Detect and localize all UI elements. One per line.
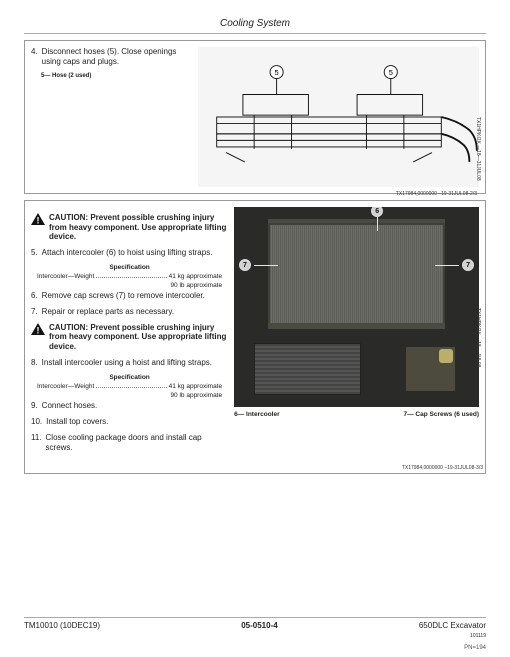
spec-line-1a: Intercooler—Weight41 kg approximate <box>37 273 222 280</box>
step-9: 9. Connect hoses. <box>31 401 228 411</box>
section-1-text: 4. Disconnect hoses (5). Close openings … <box>31 47 192 187</box>
footer-pn: PN=194 <box>464 645 486 651</box>
svg-text:!: ! <box>37 325 40 335</box>
callout-5b: 5 <box>389 68 393 77</box>
figure-2-caption: 6— Intercooler 7— Cap Screws (6 used) <box>234 411 479 418</box>
intercooler-graphic <box>268 223 444 327</box>
caution-icon: ! <box>31 323 45 335</box>
page-header: Cooling System <box>24 18 486 34</box>
figure-1-drawing: 5 5 TX1HPKOX —18—31JUL08 <box>198 47 479 187</box>
legend-5: 5— Hose (2 used) <box>41 73 192 79</box>
step-8: 8. Install intercooler using a hoist and… <box>31 358 228 368</box>
spec-line-2b: 90 lb approximate <box>37 392 222 399</box>
spec-line-1b: 90 lb approximate <box>37 282 222 289</box>
figure-1: 5 5 TX1HPKOX —18—31JUL08 TX17984,0000000… <box>198 47 479 187</box>
step-11: 11. Close cooling package doors and inst… <box>31 433 228 453</box>
callout-7a: 7 <box>239 259 251 271</box>
step-7: 7. Repair or replace parts as necessary. <box>31 307 228 317</box>
caution-2: ! CAUTION: Prevent possible crushing inj… <box>31 323 228 352</box>
figure-2-sidecode: TX1HPKOX —18— JUL08 <box>475 308 481 367</box>
caution-1: ! CAUTION: Prevent possible crushing inj… <box>31 213 228 242</box>
callout-5a: 5 <box>275 68 279 77</box>
section-1: 4. Disconnect hoses (5). Close openings … <box>24 40 486 194</box>
caution-icon: ! <box>31 213 45 225</box>
caution-1-text: CAUTION: Prevent possible crushing injur… <box>49 213 228 242</box>
footer-page-number: 05-0510-4 <box>241 621 277 639</box>
figure-2-code: TX17984,0000000 –19-31JUL08-3/3 <box>402 465 483 471</box>
section-2-text: ! CAUTION: Prevent possible crushing inj… <box>31 207 228 459</box>
svg-text:!: ! <box>37 216 40 226</box>
step-4: 4. Disconnect hoses (5). Close openings … <box>31 47 192 67</box>
fig-caption-7: 7— Cap Screws (6 used) <box>404 411 480 418</box>
figure-1-svg: 5 5 <box>198 47 479 187</box>
caution-2-text: CAUTION: Prevent possible crushing injur… <box>49 323 228 352</box>
page-footer: TM10010 (10DEC19) 05-0510-4 650DLC Excav… <box>24 617 486 639</box>
step-4-text: Disconnect hoses (5). Close openings usi… <box>42 47 193 67</box>
step-10: 10. Install top covers. <box>31 417 228 427</box>
callout-6: 6 <box>371 207 383 217</box>
figure-1-sidecode: TX1HPKOX —18—31JUL08 <box>475 117 481 181</box>
step-6: 6. Remove cap screws (7) to remove inter… <box>31 291 228 301</box>
footer-right: 650DLC Excavator 101119 <box>419 621 486 639</box>
section-2: ! CAUTION: Prevent possible crushing inj… <box>24 200 486 474</box>
header-title: Cooling System <box>220 18 290 29</box>
spec-line-2a: Intercooler—Weight41 kg approximate <box>37 383 222 390</box>
figure-2-photo: 6 7 7 <box>234 207 479 407</box>
figure-1-code: TX17984,0000000 –19-31JUL08-2/3 <box>396 191 477 197</box>
footer-left: TM10010 (10DEC19) <box>24 621 100 639</box>
spec-heading-1: Specification <box>61 264 198 271</box>
fig-caption-6: 6— Intercooler <box>234 411 280 418</box>
step-4-num: 4. <box>31 47 38 67</box>
step-5: 5. Attach intercooler (6) to hoist using… <box>31 248 228 258</box>
figure-2: 6 7 7 TX1HPKOX —18— JUL08 6— Intercooler… <box>234 207 479 459</box>
spec-heading-2: Specification <box>61 374 198 381</box>
callout-7b: 7 <box>462 259 474 271</box>
